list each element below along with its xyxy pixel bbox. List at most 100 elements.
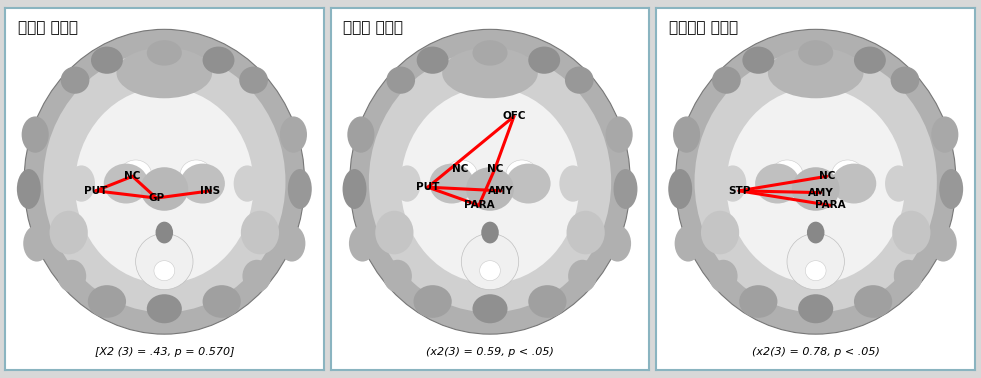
Ellipse shape <box>832 164 876 203</box>
Ellipse shape <box>559 166 587 202</box>
Ellipse shape <box>181 164 225 203</box>
Ellipse shape <box>743 46 774 74</box>
Ellipse shape <box>726 87 905 284</box>
Ellipse shape <box>279 225 305 262</box>
Ellipse shape <box>787 234 845 290</box>
Ellipse shape <box>931 116 958 153</box>
Ellipse shape <box>792 167 840 211</box>
Ellipse shape <box>755 164 800 203</box>
Ellipse shape <box>401 87 579 284</box>
Ellipse shape <box>17 169 41 209</box>
Text: 운동성 충동성: 운동성 충동성 <box>343 20 403 35</box>
Ellipse shape <box>393 166 421 202</box>
Ellipse shape <box>506 160 538 189</box>
Ellipse shape <box>709 260 738 293</box>
Ellipse shape <box>445 160 478 189</box>
Ellipse shape <box>939 169 963 209</box>
Ellipse shape <box>203 46 234 74</box>
Text: NC: NC <box>819 171 835 181</box>
Ellipse shape <box>203 285 241 318</box>
Text: PARA: PARA <box>464 200 494 210</box>
Text: (x2(3) = 0.78, p < .05): (x2(3) = 0.78, p < .05) <box>751 347 880 357</box>
Ellipse shape <box>140 167 188 211</box>
Ellipse shape <box>771 160 802 189</box>
Ellipse shape <box>719 166 747 202</box>
Ellipse shape <box>613 169 638 209</box>
Text: GP: GP <box>148 193 165 203</box>
Ellipse shape <box>675 29 956 334</box>
Ellipse shape <box>242 260 271 293</box>
Ellipse shape <box>156 222 173 243</box>
Ellipse shape <box>853 46 886 74</box>
Ellipse shape <box>930 225 956 262</box>
Ellipse shape <box>430 164 474 203</box>
Ellipse shape <box>22 116 49 153</box>
Ellipse shape <box>805 261 826 280</box>
Ellipse shape <box>740 285 778 318</box>
Text: 무계획성 충동성: 무계획성 충동성 <box>669 20 738 35</box>
Ellipse shape <box>695 51 937 312</box>
Ellipse shape <box>58 260 86 293</box>
Ellipse shape <box>799 294 833 323</box>
Ellipse shape <box>473 40 507 66</box>
Ellipse shape <box>893 211 931 254</box>
Text: [X2 (3) = .43, p = 0.570]: [X2 (3) = .43, p = 0.570] <box>94 347 234 357</box>
Ellipse shape <box>673 116 700 153</box>
Ellipse shape <box>239 67 268 94</box>
Ellipse shape <box>135 234 193 290</box>
Ellipse shape <box>506 164 550 203</box>
Ellipse shape <box>24 225 50 262</box>
Ellipse shape <box>154 261 175 280</box>
Text: 인지적 충동성: 인지적 충동성 <box>18 20 77 35</box>
Text: NC: NC <box>125 171 140 181</box>
Ellipse shape <box>287 169 312 209</box>
Ellipse shape <box>466 167 514 211</box>
Text: NC: NC <box>451 164 468 174</box>
Ellipse shape <box>280 116 307 153</box>
Ellipse shape <box>768 48 863 98</box>
Text: AMY: AMY <box>489 186 514 196</box>
Ellipse shape <box>605 116 633 153</box>
Ellipse shape <box>568 260 596 293</box>
Ellipse shape <box>376 211 414 254</box>
Ellipse shape <box>387 67 415 94</box>
Ellipse shape <box>565 67 594 94</box>
Text: PUT: PUT <box>84 186 108 196</box>
Ellipse shape <box>604 225 631 262</box>
Ellipse shape <box>384 260 412 293</box>
Ellipse shape <box>117 48 212 98</box>
Ellipse shape <box>350 29 631 334</box>
Ellipse shape <box>147 294 181 323</box>
Ellipse shape <box>91 46 123 74</box>
Ellipse shape <box>807 222 824 243</box>
Ellipse shape <box>120 160 152 189</box>
Text: PUT: PUT <box>416 182 439 192</box>
Ellipse shape <box>529 285 567 318</box>
Ellipse shape <box>68 166 95 202</box>
Ellipse shape <box>832 160 863 189</box>
Ellipse shape <box>567 211 604 254</box>
Ellipse shape <box>76 87 254 284</box>
Ellipse shape <box>675 225 701 262</box>
Ellipse shape <box>894 260 922 293</box>
Ellipse shape <box>88 285 127 318</box>
Ellipse shape <box>349 225 376 262</box>
Ellipse shape <box>43 51 285 312</box>
Ellipse shape <box>61 67 89 94</box>
Ellipse shape <box>891 67 919 94</box>
Ellipse shape <box>668 169 693 209</box>
Ellipse shape <box>369 51 611 312</box>
Ellipse shape <box>414 285 452 318</box>
Ellipse shape <box>480 261 500 280</box>
Ellipse shape <box>473 294 507 323</box>
Ellipse shape <box>442 48 538 98</box>
Ellipse shape <box>342 169 367 209</box>
Ellipse shape <box>853 285 893 318</box>
Text: AMY: AMY <box>807 187 833 198</box>
Ellipse shape <box>529 46 560 74</box>
Text: NC: NC <box>487 164 503 174</box>
Ellipse shape <box>461 234 519 290</box>
Text: (x2(3) = 0.59, p < .05): (x2(3) = 0.59, p < .05) <box>426 347 554 357</box>
Ellipse shape <box>799 40 833 66</box>
Ellipse shape <box>417 46 448 74</box>
